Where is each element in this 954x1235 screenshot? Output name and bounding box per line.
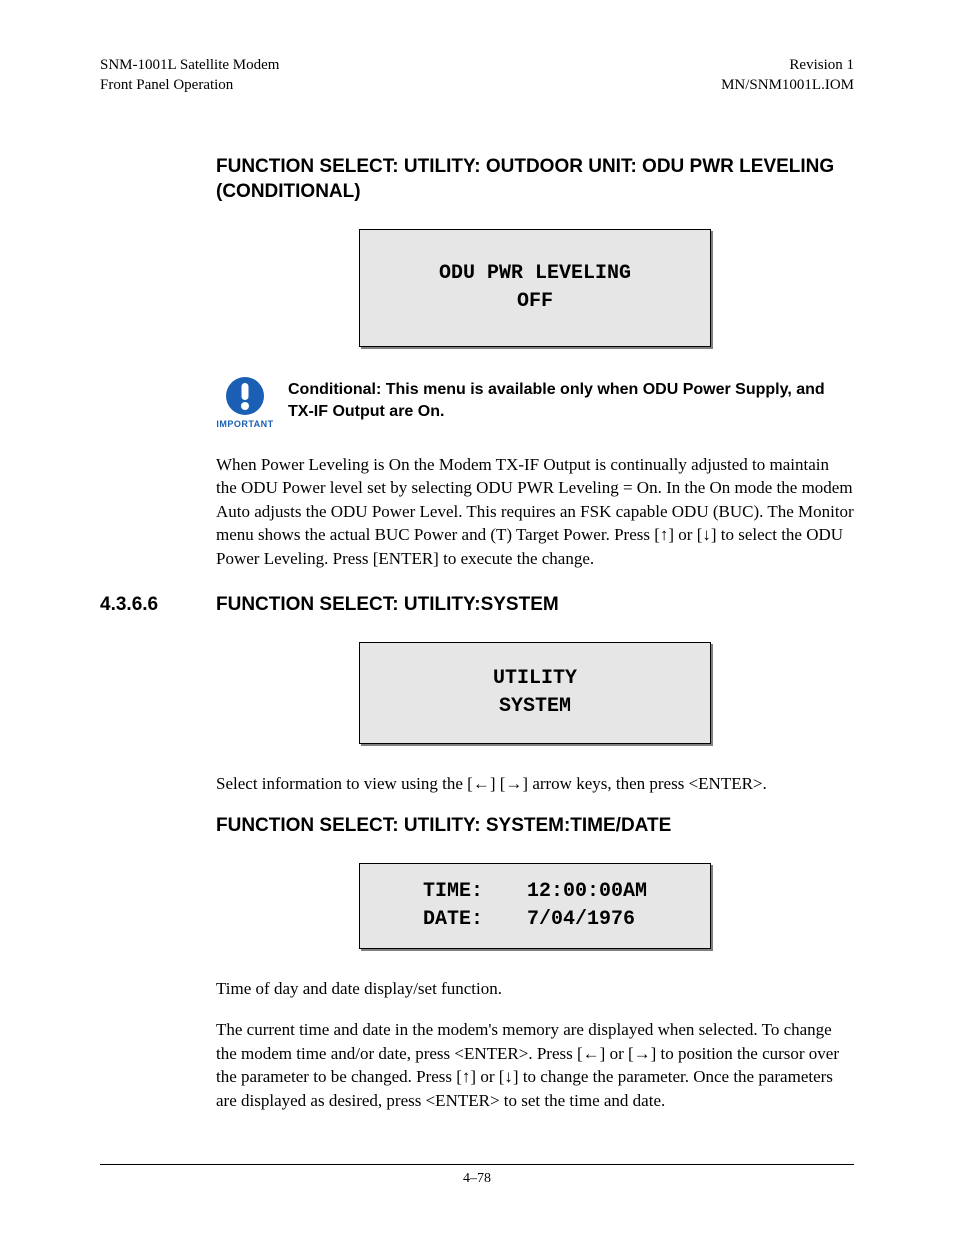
lcd-line2: OFF <box>370 288 700 316</box>
section-odu-pwr-leveling: FUNCTION SELECT: UTILITY: OUTDOOR UNIT: … <box>216 154 854 571</box>
important-label: IMPORTANT <box>216 419 273 429</box>
page-footer: 4–78 <box>100 1164 854 1187</box>
exclamation-icon <box>224 375 266 417</box>
section-utility-system: UTILITY SYSTEM Select information to vie… <box>216 642 854 795</box>
body-paragraph: When Power Leveling is On the Modem TX-I… <box>216 453 854 570</box>
header-left: SNM-1001L Satellite Modem Front Panel Op… <box>100 55 279 96</box>
body-paragraph: Time of day and date display/set functio… <box>216 977 854 1000</box>
body-paragraph: Select information to view using the [←]… <box>216 772 854 795</box>
lcd-date-value: 7/04/1976 <box>527 906 647 934</box>
header-left-line1: SNM-1001L Satellite Modem <box>100 55 279 75</box>
lcd-time-label: TIME: <box>423 878 483 906</box>
header-right-line2: MN/SNM1001L.IOM <box>721 75 854 95</box>
section-time-date: FUNCTION SELECT: UTILITY: SYSTEM:TIME/DA… <box>216 813 854 1112</box>
header-right-line1: Revision 1 <box>721 55 854 75</box>
page-header: SNM-1001L Satellite Modem Front Panel Op… <box>100 55 854 96</box>
page-number: 4–78 <box>463 1171 491 1186</box>
lcd-time-date-labels: TIME: DATE: <box>423 878 483 934</box>
lcd-display-odu: ODU PWR LEVELING OFF <box>359 229 711 347</box>
lcd-line1: ODU PWR LEVELING <box>370 260 700 288</box>
header-right: Revision 1 MN/SNM1001L.IOM <box>721 55 854 96</box>
lcd-display-timedate: TIME: DATE: 12:00:00AM 7/04/1976 <box>359 863 711 949</box>
lcd-time-date-values: 12:00:00AM 7/04/1976 <box>527 878 647 934</box>
lcd-row-1: TIME: DATE: 12:00:00AM 7/04/1976 <box>370 878 700 934</box>
lcd-date-label: DATE: <box>423 906 483 934</box>
header-left-line2: Front Panel Operation <box>100 75 279 95</box>
section-number: 4.3.6.6 <box>100 594 216 616</box>
page: SNM-1001L Satellite Modem Front Panel Op… <box>0 0 954 1235</box>
important-text: Conditional: This menu is available only… <box>288 375 854 424</box>
body-paragraph: The current time and date in the modem's… <box>216 1018 854 1112</box>
section-utility-system-heading: 4.3.6.6 FUNCTION SELECT: UTILITY:SYSTEM <box>100 592 854 618</box>
section-title: FUNCTION SELECT: UTILITY: OUTDOOR UNIT: … <box>216 154 854 205</box>
lcd-display-utility: UTILITY SYSTEM <box>359 642 711 744</box>
important-note: IMPORTANT Conditional: This menu is avai… <box>216 375 854 429</box>
lcd-line2: SYSTEM <box>370 693 700 721</box>
section-title: FUNCTION SELECT: UTILITY:SYSTEM <box>216 592 559 618</box>
important-icon: IMPORTANT <box>216 375 274 429</box>
lcd-time-value: 12:00:00AM <box>527 878 647 906</box>
section-title: FUNCTION SELECT: UTILITY: SYSTEM:TIME/DA… <box>216 813 854 839</box>
lcd-line1: UTILITY <box>370 665 700 693</box>
